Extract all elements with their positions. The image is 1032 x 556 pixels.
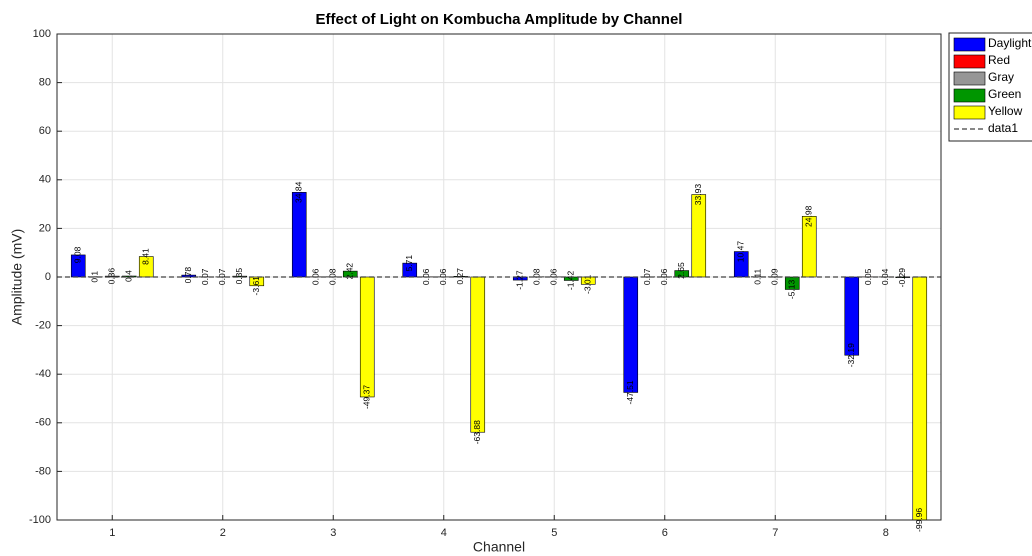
value-label: 9.08: [73, 246, 83, 263]
value-label: -49.37: [362, 385, 372, 409]
value-label: 0.35: [234, 268, 244, 285]
legend-swatch: [953, 88, 986, 103]
bar: [470, 276, 486, 433]
bar: [623, 276, 639, 393]
value-label: 0.08: [532, 268, 542, 285]
chart-title: Effect of Light on Kombucha Amplitude by…: [316, 11, 683, 28]
x-tick-label: 8: [883, 527, 889, 539]
x-tick-label: 2: [220, 527, 226, 539]
value-label: 34.84: [294, 181, 304, 203]
value-label: -47.51: [625, 380, 635, 404]
y-tick-label: -100: [29, 514, 51, 526]
y-tick-label: -80: [35, 465, 51, 477]
y-tick-label: -40: [35, 368, 51, 380]
bar: [512, 276, 528, 281]
legend-swatch: [953, 71, 986, 86]
value-label: 0.07: [642, 268, 652, 285]
bar: [784, 276, 800, 290]
x-axis-label: Channel: [473, 539, 525, 555]
x-tick-label: 5: [551, 527, 557, 539]
x-tick-label: 3: [330, 527, 336, 539]
y-tick-label: -60: [35, 417, 51, 429]
bar: [342, 270, 358, 278]
legend-label: data1: [988, 121, 1018, 135]
value-label: 0.78: [183, 267, 193, 284]
y-tick-label: 60: [39, 125, 51, 137]
value-label: 2.42: [345, 263, 355, 280]
legend-label: Daylight: [988, 36, 1032, 50]
bar: [912, 276, 928, 521]
y-tick-label: 40: [39, 174, 51, 186]
y-axis-label: Amplitude (mV): [9, 229, 25, 325]
value-label: -5.13: [787, 280, 797, 300]
x-tick-label: 4: [441, 527, 447, 539]
legend-swatch: [953, 54, 986, 69]
value-label: -3.61: [251, 276, 261, 296]
legend-label: Red: [988, 53, 1010, 67]
value-label: -1.27: [515, 270, 525, 290]
x-tick-label: 7: [772, 527, 778, 539]
value-label: 33.93: [693, 184, 703, 206]
value-label: 5.71: [404, 255, 414, 272]
value-label: 0.06: [659, 268, 669, 285]
value-label: -1.42: [566, 270, 576, 290]
bar: [291, 192, 307, 278]
legend-swatch: [953, 37, 986, 52]
y-tick-label: 100: [33, 28, 51, 40]
value-label: -63.88: [472, 420, 482, 444]
value-label: -3.01: [583, 274, 593, 294]
y-tick-label: -20: [35, 320, 51, 332]
value-label: 0.09: [770, 268, 780, 285]
value-label: 2.65: [676, 262, 686, 279]
bar: [249, 276, 265, 287]
legend-label: Gray: [988, 70, 1014, 84]
bar: [359, 276, 375, 398]
legend-swatch: [953, 105, 986, 120]
value-label: 0.4: [124, 270, 134, 282]
value-label: 0.36: [107, 268, 117, 285]
x-tick-label: 6: [662, 527, 668, 539]
plot-frame: [56, 33, 942, 521]
value-label: -32.19: [846, 343, 856, 367]
value-label: 0.27: [455, 268, 465, 285]
value-label: 24.98: [804, 205, 814, 227]
value-label: 10.47: [736, 241, 746, 263]
value-label: 0.1: [90, 271, 100, 283]
y-tick-label: 0: [45, 271, 51, 283]
value-label: 8.41: [141, 248, 151, 265]
y-tick-label: 20: [39, 222, 51, 234]
legend-label: Yellow: [988, 104, 1023, 118]
bar: [691, 194, 707, 278]
x-tick-label: 1: [109, 527, 115, 539]
bar: [70, 254, 86, 278]
y-tick-label: 80: [39, 77, 51, 89]
legend-label: Green: [988, 87, 1021, 101]
bar: [232, 275, 248, 278]
